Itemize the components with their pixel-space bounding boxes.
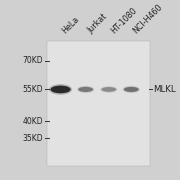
Bar [46,41,150,166]
Ellipse shape [124,87,139,92]
Text: NCI-H460: NCI-H460 [131,2,164,35]
Text: 70KD: 70KD [22,56,43,65]
Ellipse shape [123,86,140,93]
Ellipse shape [101,87,116,92]
Text: MLKL: MLKL [153,85,175,94]
Text: 35KD: 35KD [22,134,43,143]
Ellipse shape [77,86,94,93]
Text: 40KD: 40KD [22,117,43,126]
Ellipse shape [100,86,117,93]
Text: HT-1080: HT-1080 [109,5,138,35]
Ellipse shape [50,86,71,93]
Text: HeLa: HeLa [60,14,81,35]
Text: Jurkat: Jurkat [86,12,109,35]
Ellipse shape [49,84,72,95]
Text: 55KD: 55KD [22,85,43,94]
Ellipse shape [78,87,93,92]
